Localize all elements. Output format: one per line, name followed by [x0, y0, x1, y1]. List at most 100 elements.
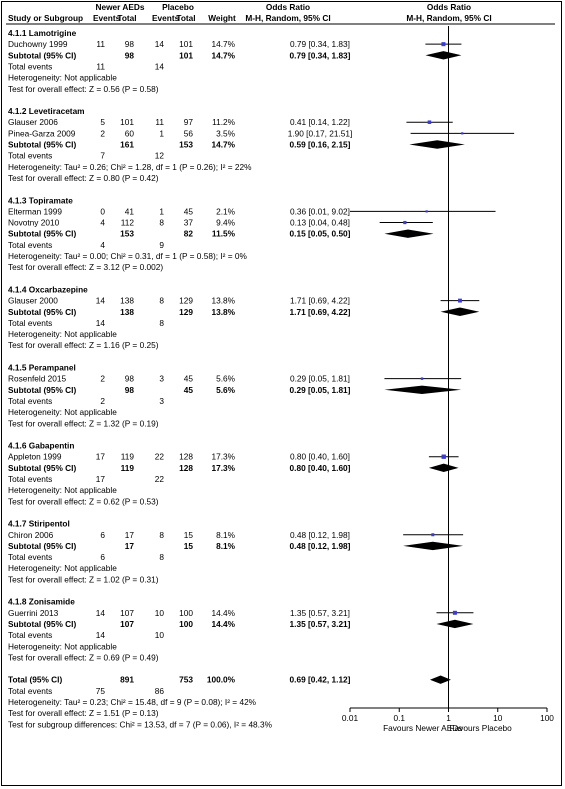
events-placebo: 22	[155, 452, 165, 462]
weight: 17.3%	[211, 452, 235, 462]
weight: 14.7%	[211, 140, 235, 150]
favours-left-label: Favours Newer AEDs	[383, 723, 462, 733]
odds-ratio-ci: 1.35 [0.57, 3.21]	[290, 619, 351, 629]
row-label: Heterogeneity: Tau² = 0.26; Chi² = 1.28,…	[8, 162, 252, 172]
tick-label: 100	[540, 713, 554, 723]
col-weight: Weight	[208, 13, 236, 23]
total-newer: 119	[121, 463, 135, 473]
group-placebo: Placebo	[162, 2, 194, 12]
events-placebo: 12	[155, 151, 165, 161]
weight: 14.7%	[211, 50, 235, 60]
weight: 14.7%	[211, 39, 235, 49]
events-newer: 14	[96, 630, 106, 640]
total-placebo: 45	[184, 374, 194, 384]
or-plot-title: Odds Ratio	[427, 2, 471, 12]
row-label: Heterogeneity: Not applicable	[8, 407, 117, 417]
events-newer: 2	[100, 128, 105, 138]
events-newer: 14	[96, 318, 106, 328]
odds-ratio-ci: 0.15 [0.05, 0.50]	[290, 229, 351, 239]
odds-ratio-ci: 1.71 [0.69, 4.22]	[290, 307, 351, 317]
row-label: Subtotal (95% CI)	[8, 140, 76, 150]
events-placebo: 8	[159, 552, 164, 562]
odds-ratio-ci: 0.79 [0.34, 1.83]	[290, 39, 350, 49]
row-label: Total events	[8, 474, 52, 484]
events-placebo: 3	[159, 374, 164, 384]
odds-ratio-ci: 0.36 [0.01, 9.02]	[290, 206, 350, 216]
events-newer: 0	[100, 206, 105, 216]
row-label: Heterogeneity: Tau² = 0.00; Chi² = 0.31,…	[8, 251, 247, 261]
events-newer: 5	[100, 117, 105, 127]
total-placebo: 100	[179, 619, 193, 629]
total-newer: 138	[120, 296, 134, 306]
total-placebo: 37	[184, 218, 194, 228]
pooled-diamond	[440, 307, 480, 316]
row-label: Elterman 1999	[8, 206, 62, 216]
row-label: Test for overall effect: Z = 0.69 (P = 0…	[8, 652, 159, 662]
row-label: 4.1.8 Zonisamide	[8, 597, 75, 607]
events-placebo: 9	[159, 240, 164, 250]
total-newer: 98	[125, 50, 135, 60]
row-label: Total events	[8, 318, 52, 328]
events-placebo: 22	[155, 474, 165, 484]
total-placebo: 101	[179, 50, 193, 60]
odds-ratio-ci: 0.29 [0.05, 1.81]	[290, 374, 350, 384]
total-newer: 153	[120, 229, 134, 239]
total-placebo: 45	[184, 385, 194, 395]
row-label: Chiron 2006	[8, 530, 54, 540]
total-newer: 41	[125, 206, 135, 216]
weight: 13.8%	[211, 296, 235, 306]
total-placebo: 97	[184, 117, 194, 127]
row-label: Subtotal (95% CI)	[8, 307, 76, 317]
or-column-title: Odds Ratio	[266, 2, 310, 12]
total-newer: 98	[125, 39, 135, 49]
row-label: Glauser 2000	[8, 296, 58, 306]
total-newer: 891	[120, 675, 134, 685]
events-newer: 17	[96, 452, 106, 462]
weight: 14.4%	[211, 608, 235, 618]
row-label: Heterogeneity: Not applicable	[8, 73, 117, 83]
total-placebo: 129	[179, 307, 193, 317]
pooled-diamond	[429, 675, 451, 684]
events-newer: 6	[100, 530, 105, 540]
point-estimate	[458, 298, 462, 303]
col-total-newer: Total	[117, 13, 136, 23]
pooled-diamond	[425, 51, 462, 60]
row-label: Total events	[8, 151, 52, 161]
weight: 2.1%	[216, 206, 236, 216]
events-newer: 14	[96, 608, 106, 618]
or-plot-subtitle: M-H, Random, 95% CI	[406, 13, 491, 23]
favours-right-label: Favours Placebo	[450, 723, 513, 733]
events-placebo: 10	[155, 608, 165, 618]
odds-ratio-ci: 1.35 [0.57, 3.21]	[290, 608, 350, 618]
row-label: Appleton 1999	[8, 452, 62, 462]
weight: 8.1%	[216, 530, 236, 540]
total-newer: 98	[125, 385, 135, 395]
events-placebo: 1	[159, 128, 164, 138]
row-label: Subtotal (95% CI)	[8, 229, 76, 239]
row-label: Heterogeneity: Tau² = 0.23; Chi² = 15.48…	[8, 697, 257, 707]
row-label: Total events	[8, 686, 52, 696]
point-estimate	[452, 610, 457, 615]
events-placebo: 14	[155, 61, 165, 71]
pooled-diamond	[403, 541, 464, 551]
row-label: Pinea-Garza 2009	[8, 128, 76, 138]
row-label: Total events	[8, 240, 52, 250]
pooled-diamond	[384, 229, 434, 238]
tick-label: 1	[446, 713, 451, 723]
weight: 11.5%	[212, 229, 236, 239]
events-newer: 2	[100, 374, 105, 384]
row-label: Test for overall effect: Z = 1.02 (P = 0…	[8, 574, 159, 584]
col-events-placebo: Events	[152, 13, 180, 23]
row-label: Glauser 2006	[8, 117, 58, 127]
total-placebo: 128	[179, 463, 193, 473]
pooled-diamond	[436, 619, 474, 629]
odds-ratio-ci: 0.80 [0.40, 1.60]	[290, 452, 350, 462]
total-placebo: 45	[184, 206, 194, 216]
row-label: 4.1.1 Lamotrigine	[8, 28, 77, 38]
events-newer: 2	[100, 396, 105, 406]
events-placebo: 10	[155, 630, 165, 640]
row-label: Test for overall effect: Z = 0.80 (P = 0…	[8, 173, 159, 183]
events-newer: 75	[96, 686, 106, 696]
tick-label: 0.01	[342, 713, 359, 723]
events-newer: 17	[96, 474, 106, 484]
